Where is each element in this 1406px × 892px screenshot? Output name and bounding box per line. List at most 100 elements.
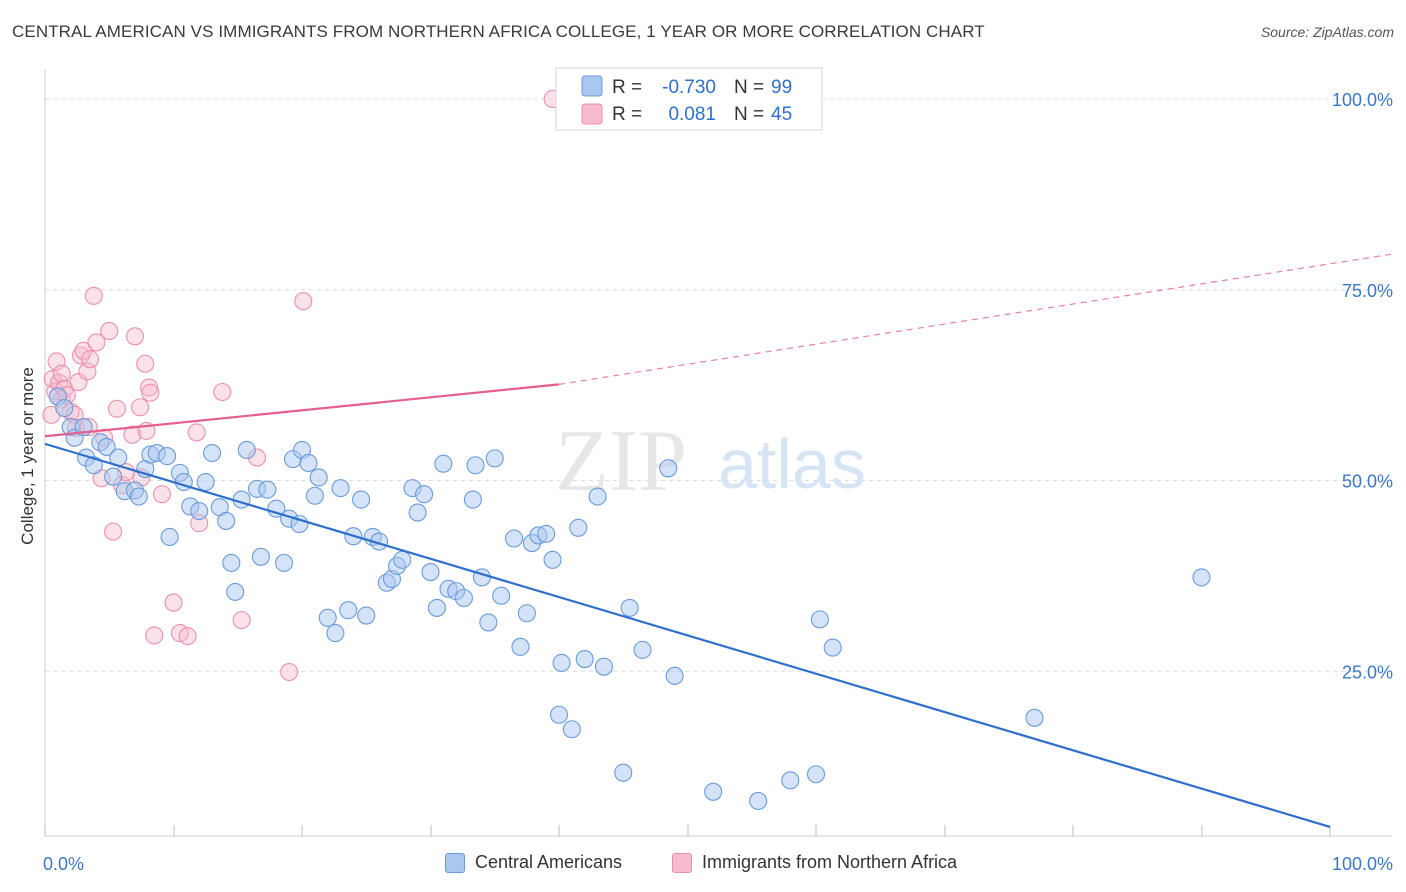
- data-point-central-american: [203, 443, 222, 463]
- data-point-central-american: [97, 437, 116, 456]
- legend-n-value-2: 45: [771, 104, 792, 125]
- data-point-central-american: [226, 582, 245, 601]
- data-point-central-american: [823, 638, 842, 657]
- trend-line-northern-africa: [44, 383, 560, 438]
- legend-n-value-1: 99: [771, 77, 792, 98]
- source-credit: Source: ZipAtlas.com: [1260, 24, 1394, 40]
- legend-item-central-americans: Central Americans: [445, 852, 622, 873]
- y-axis-label: College, 1 year or more: [18, 367, 37, 545]
- data-point-central-american: [1025, 708, 1044, 727]
- data-point-northern-africa: [84, 286, 103, 305]
- data-point-central-american: [217, 511, 236, 530]
- legend-swatch-blue: [581, 75, 603, 97]
- data-point-central-american: [749, 791, 768, 811]
- data-point-central-american: [421, 563, 440, 582]
- data-point-central-american: [290, 514, 309, 534]
- data-point-northern-africa: [164, 593, 183, 612]
- data-point-northern-africa: [187, 423, 206, 442]
- data-point-central-american: [659, 459, 678, 478]
- legend-n-label-2: N =: [734, 104, 764, 125]
- data-point-northern-africa: [141, 383, 160, 402]
- data-point-central-american: [274, 553, 294, 572]
- axes: [44, 70, 1392, 837]
- data-point-northern-africa: [80, 350, 100, 369]
- data-point-northern-africa: [52, 364, 71, 383]
- data-point-central-american: [633, 640, 652, 659]
- data-point-central-american: [160, 527, 179, 547]
- data-point-northern-africa: [107, 399, 127, 418]
- series-immigrants-northern-africa: [42, 89, 562, 682]
- tick-marks: [44, 825, 1331, 836]
- data-point-northern-africa: [100, 321, 119, 341]
- data-point-central-american: [466, 456, 485, 475]
- legend-label-central-americans: Central Americans: [475, 852, 623, 872]
- y-tick-label: 100.0%: [1332, 90, 1393, 110]
- data-point-central-american: [517, 604, 536, 623]
- data-point-central-american: [196, 472, 215, 492]
- data-point-northern-africa: [136, 354, 155, 373]
- legend-swatch-immigrants-northern-africa: [672, 852, 692, 873]
- data-point-central-american: [665, 666, 684, 685]
- data-point-central-american: [104, 467, 123, 486]
- legend-item-immigrants-northern-africa: Immigrants from Northern Africa: [672, 852, 957, 873]
- data-point-central-american: [543, 550, 562, 569]
- data-point-central-american: [190, 501, 209, 521]
- data-point-central-american: [1192, 568, 1211, 587]
- data-point-central-american: [479, 613, 498, 632]
- data-point-central-american: [537, 524, 556, 543]
- data-point-central-american: [810, 610, 829, 629]
- data-point-northern-africa: [178, 627, 197, 646]
- data-point-central-american: [504, 529, 524, 548]
- data-point-central-american: [562, 720, 581, 739]
- data-point-northern-africa: [123, 425, 142, 444]
- data-point-northern-africa: [131, 398, 150, 417]
- data-point-northern-africa: [125, 327, 144, 346]
- data-point-central-american: [129, 487, 148, 506]
- data-point-central-american: [415, 485, 434, 504]
- data-point-central-american: [393, 550, 412, 569]
- chart-title: CENTRAL AMERICAN VS IMMIGRANTS FROM NORT…: [12, 22, 985, 41]
- data-point-central-american: [704, 782, 723, 801]
- x-tick-label: 100.0%: [1332, 854, 1393, 874]
- watermark-atlas: atlas: [718, 425, 866, 503]
- data-point-central-american: [511, 637, 530, 656]
- data-point-central-american: [434, 454, 453, 473]
- data-point-central-american: [326, 624, 345, 643]
- data-point-central-american: [463, 490, 482, 509]
- data-point-central-american: [339, 601, 358, 620]
- data-point-northern-africa: [294, 292, 313, 311]
- data-point-northern-africa: [104, 522, 123, 541]
- y-tick-label: 50.0%: [1342, 472, 1393, 492]
- data-point-central-american: [575, 649, 594, 669]
- trend-lines: [44, 253, 1393, 828]
- data-point-central-american: [614, 763, 633, 782]
- watermark: ZIP atlas: [555, 413, 866, 510]
- legend-label-immigrants-northern-africa: Immigrants from Northern Africa: [702, 852, 958, 872]
- legend-r-label-1: R =: [612, 77, 642, 98]
- data-point-central-american: [408, 503, 427, 522]
- data-point-central-american: [454, 588, 473, 608]
- data-point-central-american: [331, 479, 350, 498]
- data-point-central-american: [158, 447, 177, 466]
- data-point-central-american: [55, 398, 74, 418]
- data-point-central-american: [594, 657, 614, 676]
- legend-swatch-pink: [581, 103, 603, 125]
- data-point-central-american: [569, 518, 588, 537]
- data-point-central-american: [485, 449, 504, 468]
- data-point-central-american: [299, 453, 318, 473]
- data-point-central-american: [492, 586, 511, 605]
- trend-line-northern-africa-extension: [558, 253, 1393, 385]
- series-legend: Central Americans Immigrants from Northe…: [0, 852, 1406, 880]
- y-tick-label: 25.0%: [1342, 662, 1393, 682]
- data-point-central-american: [258, 480, 277, 499]
- data-point-central-american: [806, 765, 826, 784]
- x-tick-labels: 0.0% 100.0%: [43, 854, 1393, 874]
- data-point-northern-africa: [152, 485, 171, 504]
- data-point-central-american: [781, 771, 800, 790]
- legend-n-label-1: N =: [734, 77, 764, 98]
- data-point-central-american: [357, 606, 376, 625]
- data-point-central-american: [222, 553, 241, 572]
- data-point-central-american: [588, 487, 607, 506]
- y-tick-label: 75.0%: [1342, 281, 1393, 301]
